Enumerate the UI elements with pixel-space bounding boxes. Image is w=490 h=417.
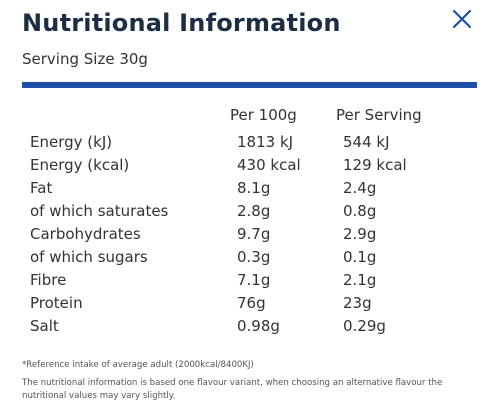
nutrient-name: of which sugars: [30, 248, 148, 266]
per-100g-value: 9.7g: [237, 225, 271, 243]
per-serving-value: 23g: [343, 294, 372, 312]
nutrient-name: Energy (kJ): [30, 133, 113, 151]
per-serving-value: 0.8g: [343, 202, 377, 220]
nutrient-name: Carbohydrates: [30, 225, 141, 243]
table-row: Salt 0.98g 0.29g: [0, 315, 490, 338]
per-100g-value: 2.8g: [237, 202, 271, 220]
table-row: Carbohydrates 9.7g 2.9g: [0, 223, 490, 246]
nutrient-name: Energy (kcal): [30, 156, 130, 174]
table-row: Fat 8.1g 2.4g: [0, 177, 490, 200]
per-serving-value: 0.1g: [343, 248, 377, 266]
nutrient-name: Fibre: [30, 271, 67, 289]
disclaimer-footnote: The nutritional information is based one…: [22, 378, 443, 401]
per-serving-value: 0.29g: [343, 317, 386, 335]
divider-bar: [22, 82, 477, 88]
table-row: Protein 76g 23g: [0, 292, 490, 315]
column-header-per-100g: Per 100g: [230, 106, 297, 124]
nutrient-name: Salt: [30, 317, 59, 335]
nutrient-name: Protein: [30, 294, 83, 312]
table-row: of which saturates 2.8g 0.8g: [0, 200, 490, 223]
per-serving-value: 2.9g: [343, 225, 377, 243]
per-serving-value: 544 kJ: [343, 133, 390, 151]
per-100g-value: 8.1g: [237, 179, 271, 197]
table-row: Energy (kcal) 430 kcal 129 kcal: [0, 154, 490, 177]
table-row: of which sugars 0.3g 0.1g: [0, 246, 490, 269]
nutrition-table: Energy (kJ) 1813 kJ 544 kJ Energy (kcal)…: [0, 131, 490, 338]
per-serving-value: 2.4g: [343, 179, 377, 197]
per-100g-value: 0.3g: [237, 248, 271, 266]
per-serving-value: 2.1g: [343, 271, 377, 289]
column-header-per-serving: Per Serving: [336, 106, 422, 124]
reference-footnote: *Reference intake of average adult (2000…: [22, 360, 254, 370]
per-100g-value: 7.1g: [237, 271, 271, 289]
serving-size: Serving Size 30g: [22, 50, 148, 68]
panel-title: Nutritional Information: [22, 9, 341, 37]
close-button[interactable]: [451, 8, 473, 30]
per-100g-value: 1813 kJ: [237, 133, 294, 151]
table-row: Energy (kJ) 1813 kJ 544 kJ: [0, 131, 490, 154]
per-serving-value: 129 kcal: [343, 156, 407, 174]
table-row: Fibre 7.1g 2.1g: [0, 269, 490, 292]
nutrient-name: Fat: [30, 179, 53, 197]
per-100g-value: 430 kcal: [237, 156, 301, 174]
per-100g-value: 0.98g: [237, 317, 280, 335]
per-100g-value: 76g: [237, 294, 266, 312]
close-icon: [452, 9, 472, 29]
nutrient-name: of which saturates: [30, 202, 169, 220]
